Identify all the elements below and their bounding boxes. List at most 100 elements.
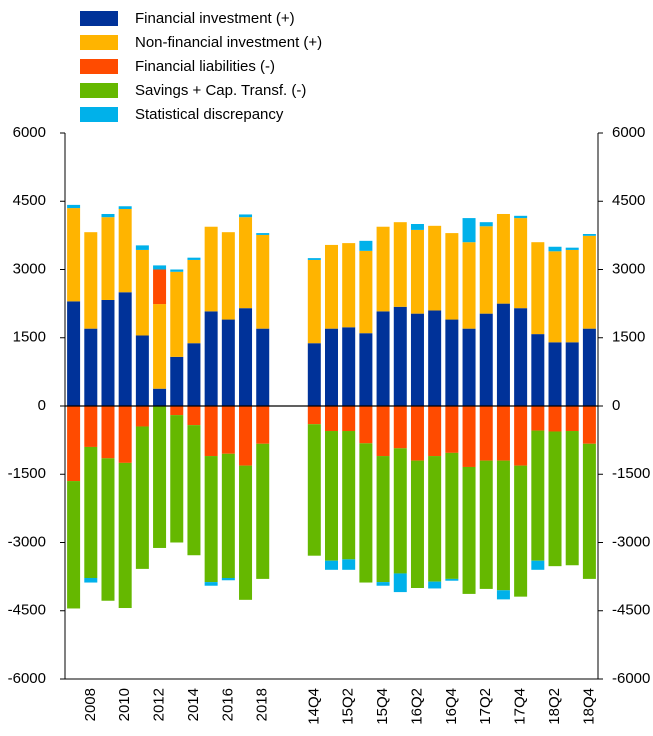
bar-segment <box>410 406 424 461</box>
bar-segment <box>496 590 510 600</box>
bar-segment <box>256 328 270 406</box>
bar-segment <box>393 448 407 574</box>
bar-segment <box>514 308 528 406</box>
y-tick-label: -3000 <box>8 533 46 550</box>
bar-segment <box>531 242 545 335</box>
y2-tick-label: 4500 <box>612 192 645 209</box>
bar-segment <box>239 465 253 600</box>
bar-segment <box>582 328 596 406</box>
bar-segment <box>135 426 149 569</box>
y2-tick-label: -3000 <box>612 533 650 550</box>
bar-segment <box>187 406 201 426</box>
bar-segment <box>84 232 98 329</box>
bar-segment <box>204 582 218 586</box>
bar-segment <box>565 342 579 406</box>
bar-segment <box>445 233 459 320</box>
bar-segment <box>462 218 476 243</box>
bar-segment <box>359 240 373 251</box>
x-tick-label: 2014 <box>185 688 202 721</box>
x-tick-label: 15Q4 <box>374 688 391 725</box>
bar-segment <box>479 460 493 589</box>
bar-segment <box>582 443 596 579</box>
bar-segment <box>307 406 321 425</box>
bar-segment <box>118 206 132 209</box>
bar-segment <box>496 303 510 406</box>
bar-segment <box>531 406 545 431</box>
bar-segment <box>170 269 184 272</box>
legend-swatch <box>80 59 118 74</box>
bar-segment <box>342 431 356 560</box>
bar-segment <box>462 466 476 594</box>
bar-segment <box>135 249 149 336</box>
bar-segment <box>428 310 442 406</box>
bar-segment <box>514 218 528 309</box>
bar-segment <box>84 577 98 583</box>
bar-segment <box>325 406 338 432</box>
bar-segment <box>376 226 390 312</box>
bar-segment <box>342 327 356 406</box>
bar-segment <box>170 356 184 406</box>
bar-segment <box>135 406 149 427</box>
y2-tick-label: 6000 <box>612 124 645 141</box>
y-tick-label: 1500 <box>13 329 46 346</box>
bar-segment <box>101 406 115 459</box>
bar-segment <box>67 481 81 609</box>
bar-segment <box>548 431 562 567</box>
bar-segment <box>376 311 390 406</box>
bar-segment <box>153 406 167 548</box>
bar-segment <box>445 578 459 581</box>
bar-segment <box>565 406 579 432</box>
bar-segment <box>496 406 510 461</box>
bar-segment <box>496 460 510 591</box>
bar-segment <box>307 343 321 406</box>
legend-swatch <box>80 11 118 26</box>
bar-segment <box>204 406 218 457</box>
bar-segment <box>410 229 424 314</box>
x-tick-label: 17Q4 <box>512 688 529 725</box>
bar-segment <box>531 560 545 570</box>
bar-segment <box>118 462 132 609</box>
bar-segment <box>376 582 390 586</box>
x-tick-label: 2016 <box>219 688 236 721</box>
x-tick-label: 16Q2 <box>408 688 425 725</box>
bar-segment <box>514 215 528 219</box>
bar-segment <box>445 319 459 406</box>
bar-segment <box>342 406 356 432</box>
x-tick-label: 18Q4 <box>580 688 597 725</box>
bar-segment <box>239 214 253 218</box>
x-tick-label: 2012 <box>151 688 168 721</box>
bar-segment <box>67 204 81 209</box>
bar-segment <box>307 424 321 556</box>
bar-segment <box>410 313 424 406</box>
bar-segment <box>514 465 528 597</box>
bar-segment <box>84 446 98 578</box>
bar-segment <box>462 242 476 329</box>
bar-segment <box>256 234 270 329</box>
y-tick-label: 0 <box>38 397 46 414</box>
x-tick-label: 2008 <box>82 688 99 721</box>
bar-segment <box>67 406 81 482</box>
bar-segment <box>359 250 373 334</box>
bar-segment <box>84 328 98 406</box>
bar-segment <box>548 406 562 432</box>
bar-segment <box>153 304 167 389</box>
x-tick-label: 2018 <box>254 688 271 721</box>
bar-segment <box>118 208 132 293</box>
bar-segment <box>153 265 167 270</box>
bar-segment <box>204 456 218 583</box>
bar-segment <box>256 233 270 235</box>
bar-segment <box>101 458 115 601</box>
bar-segment <box>479 313 493 406</box>
bar-segment <box>393 406 407 449</box>
bar-segment <box>428 581 442 589</box>
y-tick-label: -4500 <box>8 602 46 619</box>
bar-segment <box>187 257 201 260</box>
bar-segment <box>187 343 201 406</box>
bar-segment <box>342 243 356 328</box>
y2-tick-label: -1500 <box>612 465 650 482</box>
legend-label: Non-financial investment (+) <box>135 34 322 51</box>
bar-segment <box>496 213 510 304</box>
bar-segment <box>462 328 476 406</box>
bar-segment <box>376 406 390 457</box>
